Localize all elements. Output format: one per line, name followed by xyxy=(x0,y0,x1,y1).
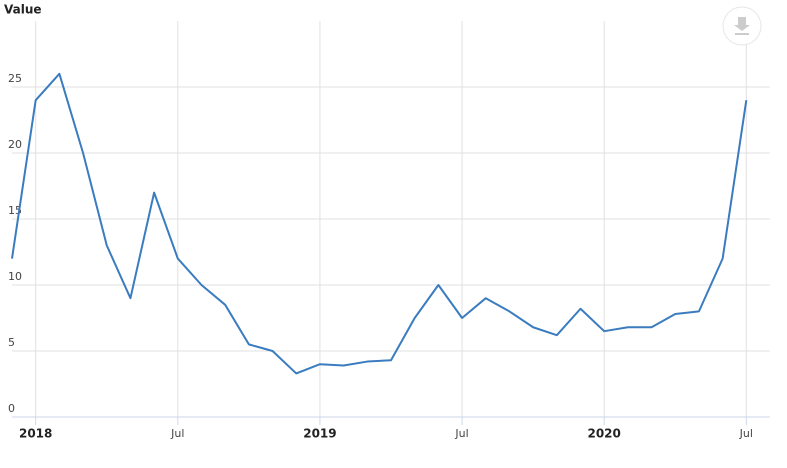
line-series xyxy=(11,72,748,375)
x-tick-label: Jul xyxy=(454,427,468,440)
y-tick-label: 20 xyxy=(8,138,22,151)
x-tick-label: Jul xyxy=(170,427,184,440)
y-tick-label: 5 xyxy=(8,336,15,349)
x-tick-label: 2018 xyxy=(19,427,52,441)
y-tick-label: 10 xyxy=(8,270,22,283)
x-tick-label: 2019 xyxy=(303,427,336,441)
download-button[interactable] xyxy=(722,6,762,46)
y-tick-label: 0 xyxy=(8,402,15,415)
x-tick-label: Jul xyxy=(739,427,753,440)
y-axis-title: Value xyxy=(4,3,42,17)
x-tick-label: 2020 xyxy=(587,427,620,441)
y-tick-label: 25 xyxy=(8,72,22,85)
